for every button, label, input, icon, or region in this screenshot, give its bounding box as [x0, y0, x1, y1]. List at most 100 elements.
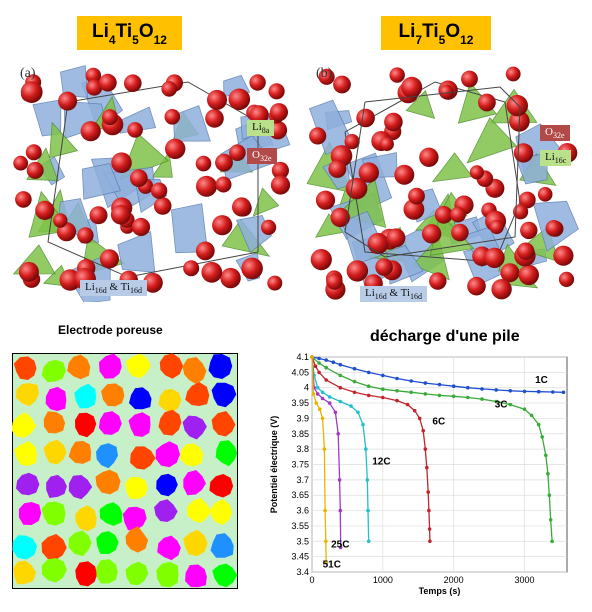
oxygen-atom [330, 207, 350, 228]
particle [68, 530, 92, 557]
series-label-1C: 1C [535, 375, 548, 386]
particle [96, 559, 118, 584]
particle [185, 564, 207, 588]
oxygen-atom [309, 127, 327, 145]
oxygen-atom [408, 187, 425, 205]
x-tick-label: 3000 [514, 575, 534, 585]
particle [41, 501, 66, 526]
data-point-3C [540, 435, 544, 439]
data-point-1C [409, 379, 413, 383]
tag-li16d-ti16d-right: Li16d & Ti16d [360, 286, 428, 303]
formula-part: 16d [374, 292, 387, 302]
oxygen-atom [505, 66, 521, 82]
oxygen-atom [558, 271, 575, 287]
particle [210, 499, 233, 525]
particle [182, 357, 207, 385]
data-point-6C [426, 490, 430, 494]
oxygen-atom [18, 261, 39, 282]
particle [14, 441, 37, 466]
data-point-1C [366, 370, 371, 375]
oxygen-atom [53, 213, 68, 228]
formula-badge-left: Li4Ti5O12 [77, 16, 182, 50]
data-point-3C [508, 402, 513, 407]
oxygen-atom [232, 197, 252, 217]
formula-part: 5 [132, 32, 139, 47]
y-tick-label: 3.95 [291, 398, 309, 408]
formula-part: O [252, 149, 260, 161]
oxygen-atom [318, 68, 335, 85]
formula-part: Li [398, 21, 416, 43]
y-tick-label: 4.1 [296, 352, 309, 362]
oxygen-atom [271, 161, 289, 180]
particle [16, 383, 39, 407]
data-point-3C [522, 407, 527, 411]
oxygen-atom [379, 137, 394, 152]
data-point-12C [327, 395, 332, 399]
particle [158, 389, 182, 413]
oxygen-atom [328, 159, 347, 178]
oxygen-atom [384, 112, 403, 132]
formula-part: 32e [259, 154, 272, 164]
oxygen-atom [205, 109, 224, 128]
particle [125, 526, 149, 553]
particle [183, 470, 206, 496]
octahedron [170, 203, 209, 254]
data-point-3C [395, 389, 399, 393]
oxygen-atom [517, 242, 535, 260]
data-point-1C [352, 366, 357, 371]
oxygen-atom [513, 143, 534, 163]
oxygen-atom [450, 206, 466, 223]
particle [99, 353, 122, 379]
series-label-25C: 25C [331, 539, 349, 550]
data-point-3C [529, 413, 534, 418]
particle [41, 534, 67, 560]
data-point-6C [313, 364, 318, 368]
oxygen-atom [478, 93, 496, 112]
oxygen-atom [346, 260, 369, 282]
oxygen-atom [58, 91, 78, 111]
particle [16, 472, 40, 496]
data-point-6C [317, 370, 321, 375]
oxygen-atom [389, 67, 405, 83]
oxygen-atom [434, 205, 453, 224]
particle [154, 499, 178, 522]
data-point-1C [480, 387, 484, 391]
x-tick-label: 1000 [373, 575, 393, 585]
data-point-12C [349, 404, 353, 408]
particle [96, 443, 118, 469]
particle [46, 474, 67, 498]
data-point-25C [338, 508, 343, 513]
data-point-3C [480, 397, 484, 401]
particle [75, 561, 98, 587]
oxygen-atom [401, 76, 423, 98]
oxygen-atom [129, 169, 148, 188]
data-point-3C [548, 518, 553, 522]
oxygen-atom [506, 94, 528, 117]
panel-label-b: (b) [316, 66, 333, 81]
oxygen-atom [164, 109, 181, 125]
data-point-25C [336, 432, 340, 436]
data-point-1C [536, 389, 541, 394]
tag-li8a: Li8a [247, 120, 275, 137]
data-point-1C [451, 384, 456, 388]
particle [12, 535, 38, 560]
particle [75, 412, 97, 438]
series-line-25C [311, 356, 342, 548]
data-point-3C [381, 387, 385, 391]
data-point-6C [324, 378, 328, 382]
tetrahedron [151, 151, 173, 178]
formula-part: 12 [460, 32, 474, 47]
particle [130, 446, 156, 470]
data-point-3C [544, 453, 548, 458]
formula-part: 7 [415, 32, 423, 47]
particle [68, 475, 93, 500]
oxygen-atom [269, 103, 288, 122]
data-point-1C [561, 390, 566, 395]
oxygen-atom [375, 258, 393, 276]
particle [158, 409, 182, 436]
data-point-1C [437, 382, 442, 387]
data-point-3C [536, 422, 541, 427]
crystal-structure-right [306, 66, 579, 300]
particle [209, 474, 234, 498]
oxygen-atom [356, 108, 375, 128]
